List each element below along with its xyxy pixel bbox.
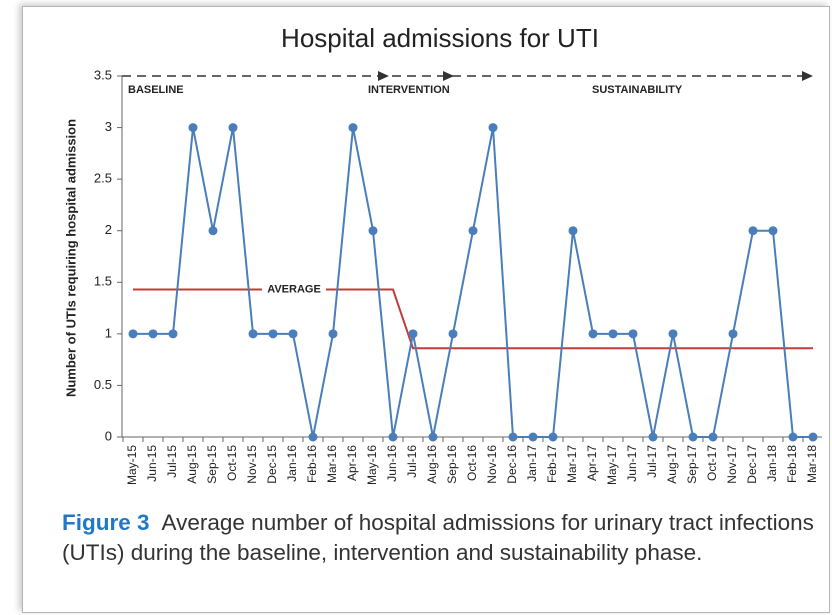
x-tick-label: Mar-16 — [325, 445, 339, 483]
point — [448, 329, 458, 339]
x-tick-label: Jun-15 — [145, 445, 159, 482]
x-tick-label: Nov-15 — [245, 445, 259, 484]
point — [208, 226, 218, 236]
x-tick-label: May-15 — [125, 445, 139, 485]
point — [168, 329, 178, 339]
x-tick-label: Feb-17 — [545, 445, 559, 483]
x-tick-label: Jan-18 — [765, 445, 779, 482]
frame — [22, 6, 830, 613]
x-tick-label: Dec-17 — [745, 445, 759, 484]
point — [428, 432, 438, 442]
phase-label: SUSTAINABILITY — [592, 84, 683, 96]
series-line — [133, 127, 813, 438]
point — [188, 123, 198, 133]
x-tick-label: Apr-16 — [345, 445, 359, 481]
phase-label: INTERVENTION — [368, 84, 450, 96]
point — [408, 329, 418, 339]
point — [348, 123, 358, 133]
x-tick-label: Dec-16 — [505, 445, 519, 484]
caption-text: Average number of hospital admissions fo… — [62, 510, 814, 565]
point — [368, 226, 378, 236]
y-tick-label: 1 — [105, 325, 112, 340]
x-tick-label: Jul-15 — [165, 445, 179, 478]
y-tick-label: 3 — [105, 119, 112, 134]
x-tick-label: Feb-16 — [305, 445, 319, 483]
point — [328, 329, 338, 339]
x-tick-label: Sep-15 — [205, 445, 219, 484]
x-tick-label: Nov-16 — [485, 445, 499, 484]
y-axis-label: Number of UTIs requiring hospital admiss… — [63, 119, 78, 397]
x-tick-label: Jul-16 — [405, 445, 419, 478]
series-line — [133, 288, 813, 350]
x-tick-label: Oct-15 — [225, 445, 239, 481]
y-tick-label: 2 — [105, 222, 112, 237]
point — [788, 432, 798, 442]
x-tick-label: Nov-17 — [725, 445, 739, 484]
point — [468, 226, 478, 236]
x-tick-label: Aug-17 — [665, 445, 679, 484]
y-tick-label: 0.5 — [94, 377, 112, 392]
x-tick-label: Jul-17 — [645, 445, 659, 478]
point — [768, 226, 778, 236]
point — [288, 329, 298, 339]
point — [508, 432, 518, 442]
point — [228, 123, 238, 133]
point — [668, 329, 678, 339]
point — [728, 329, 738, 339]
chart-title: Hospital admissions for UTI — [281, 23, 599, 53]
y-tick-label: 1.5 — [94, 274, 112, 289]
x-tick-label: Aug-16 — [425, 445, 439, 484]
y-tick-label: 0 — [105, 428, 112, 443]
x-tick-label: Oct-17 — [705, 445, 719, 481]
caption: Figure 3 Average number of hospital admis… — [62, 508, 827, 568]
x-tick-label: May-16 — [365, 445, 379, 485]
point — [388, 432, 398, 442]
point — [248, 329, 258, 339]
x-tick-label: Jun-17 — [625, 445, 639, 482]
x-tick-label: Feb-18 — [785, 445, 799, 483]
chart: Hospital admissions for UTI Number of UT… — [63, 23, 822, 485]
point — [808, 432, 818, 442]
point — [588, 329, 598, 339]
point — [528, 432, 538, 442]
point — [308, 432, 318, 442]
label-bg — [262, 281, 326, 298]
figure-label: Figure 3 — [62, 510, 150, 535]
x-tick-label: Sep-16 — [445, 445, 459, 484]
point — [268, 329, 278, 339]
point — [648, 432, 658, 442]
point — [568, 226, 578, 236]
point — [548, 432, 558, 442]
x-tick-label: Aug-15 — [185, 445, 199, 484]
series-label: AVERAGE — [267, 283, 321, 295]
point — [688, 432, 698, 442]
x-tick-label: Oct-16 — [465, 445, 479, 481]
point — [748, 226, 758, 236]
point — [608, 329, 618, 339]
x-tick-label: Jan-17 — [525, 445, 539, 482]
point — [148, 329, 158, 339]
x-tick-label: Mar-17 — [565, 445, 579, 483]
y-tick-label: 3.5 — [94, 67, 112, 82]
point — [628, 329, 638, 339]
x-tick-label: Sep-17 — [685, 445, 699, 484]
point — [488, 123, 498, 133]
phase-label: BASELINE — [128, 84, 184, 96]
x-tick-label: Apr-17 — [585, 445, 599, 481]
x-tick-label: Jun-16 — [385, 445, 399, 482]
x-tick-label: Mar-18 — [805, 445, 819, 483]
point — [708, 432, 718, 442]
x-tick-label: May-17 — [605, 445, 619, 485]
y-tick-label: 2.5 — [94, 171, 112, 186]
point — [128, 329, 138, 339]
x-tick-label: Dec-15 — [265, 445, 279, 484]
x-tick-label: Jan-16 — [285, 445, 299, 482]
